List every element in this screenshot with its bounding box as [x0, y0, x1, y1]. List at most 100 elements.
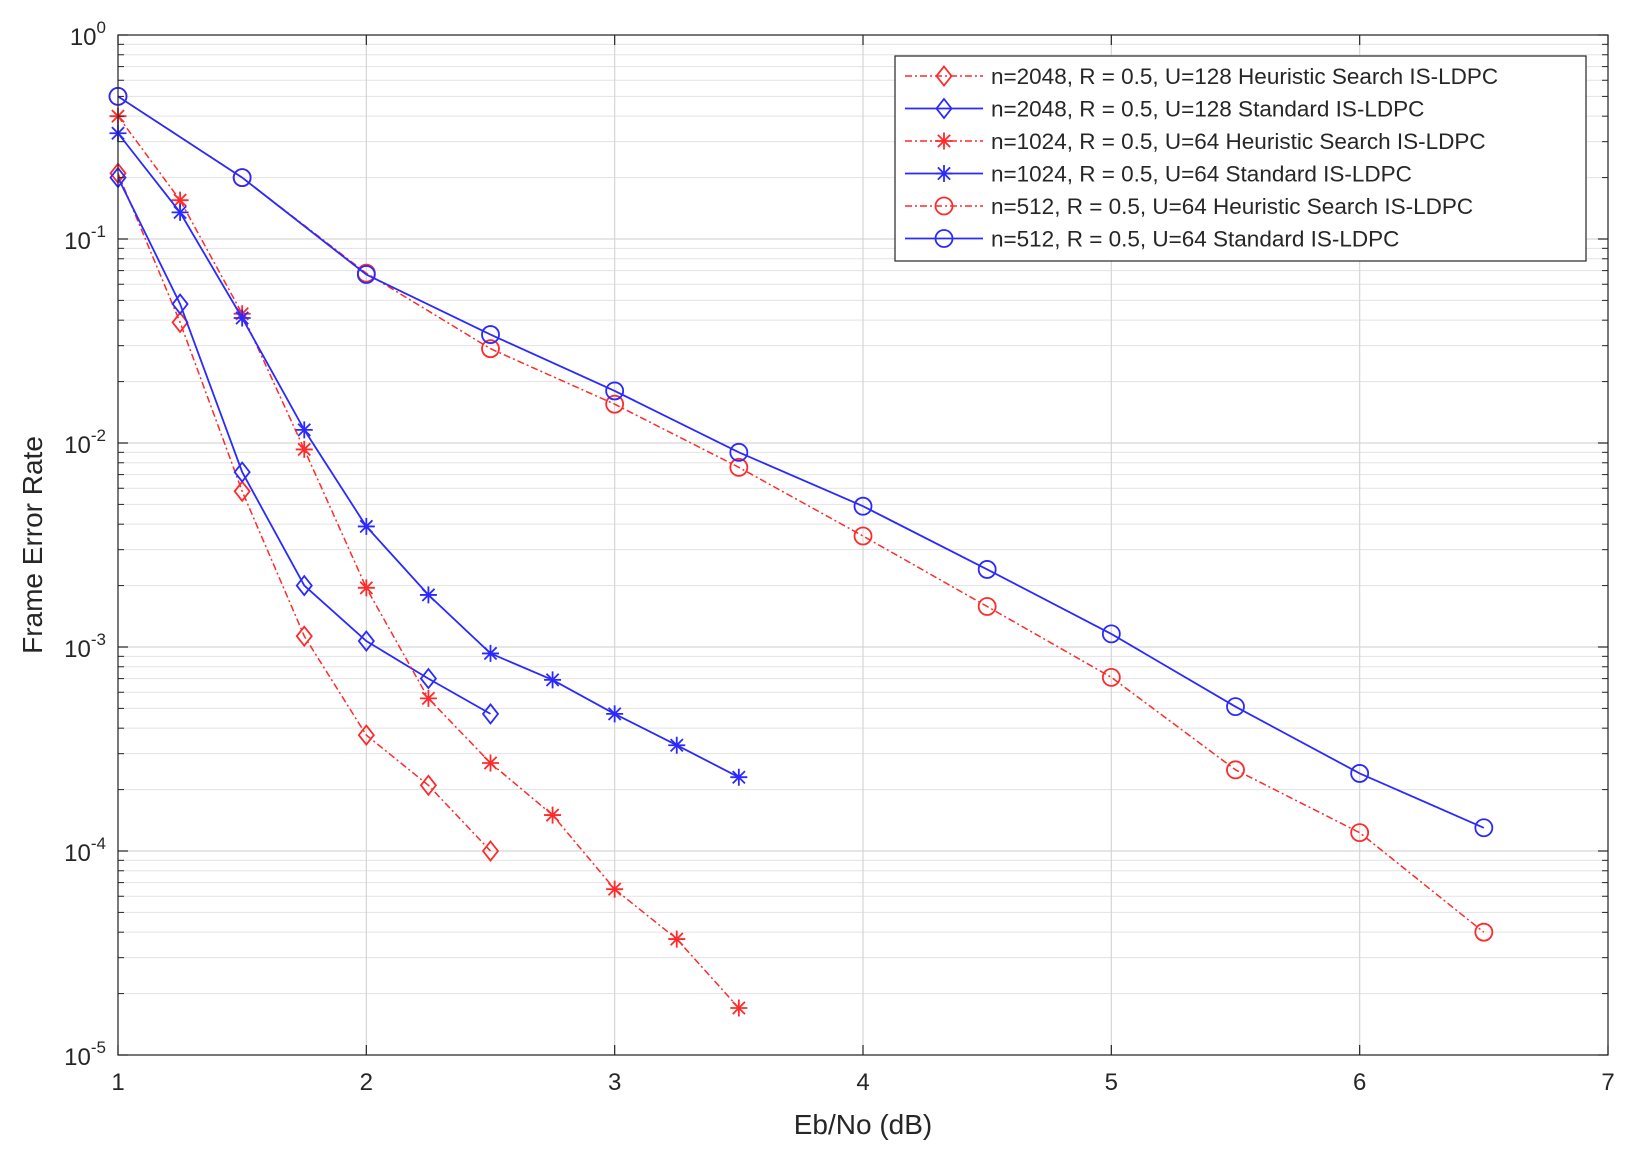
- series-line: [117, 177, 491, 715]
- data-point: [482, 754, 499, 772]
- y-tick-label: 10-5: [64, 1038, 106, 1071]
- data-point: [419, 586, 437, 604]
- legend-marker: [935, 132, 953, 150]
- data-point: [233, 461, 251, 484]
- legend-entry: n=512, R = 0.5, U=64 Heuristic Search IS…: [905, 194, 1473, 219]
- series-line: [117, 95, 1485, 829]
- data-point: [1474, 818, 1494, 838]
- legend-label: n=1024, R = 0.5, U=64 Standard IS-LDPC: [991, 162, 1412, 187]
- data-point: [482, 644, 499, 662]
- x-tick-label: 5: [1105, 1069, 1118, 1096]
- legend-entry: n=1024, R = 0.5, U=64 Standard IS-LDPC: [905, 162, 1412, 187]
- legend-label: n=512, R = 0.5, U=64 Standard IS-LDPC: [991, 227, 1399, 252]
- data-point: [544, 806, 562, 824]
- y-tick-exponent: -4: [91, 834, 106, 853]
- data-point: [232, 168, 252, 187]
- y-tick-label: 10-1: [64, 222, 106, 255]
- y-tick-label: 10-2: [64, 426, 106, 459]
- data-point: [171, 191, 189, 209]
- data-point: [419, 667, 438, 690]
- legend-marker: [935, 65, 953, 87]
- data-point: [419, 774, 438, 797]
- data-point: [729, 457, 749, 477]
- legend-marker: [935, 165, 953, 182]
- data-point: [1101, 667, 1121, 687]
- y-tick-label: 10-3: [64, 630, 106, 663]
- x-tick-label: 7: [1601, 1069, 1614, 1096]
- data-point: [1350, 823, 1370, 843]
- data-point: [481, 325, 500, 344]
- x-tick-label: 2: [360, 1069, 373, 1096]
- data-point: [730, 768, 748, 786]
- x-tick-label: 4: [856, 1069, 869, 1096]
- data-point: [977, 597, 997, 616]
- y-tick-base: 10: [64, 432, 91, 459]
- data-point: [605, 381, 625, 401]
- data-point: [729, 442, 749, 462]
- data-point: [606, 705, 624, 723]
- y-tick-base: 10: [64, 840, 91, 867]
- series-layer: [108, 87, 1494, 1017]
- data-point: [171, 293, 189, 315]
- data-point: [668, 736, 686, 754]
- y-tick-exponent: -2: [91, 426, 106, 445]
- y-tick-exponent: -1: [91, 222, 106, 241]
- data-point: [481, 702, 500, 725]
- y-tick-exponent: -3: [91, 630, 106, 649]
- legend-label: n=2048, R = 0.5, U=128 Heuristic Search …: [991, 64, 1498, 89]
- data-point: [1226, 697, 1245, 717]
- data-point: [233, 309, 251, 327]
- series-line: [117, 173, 492, 852]
- legend-marker: [934, 229, 954, 248]
- data-point: [1101, 624, 1121, 644]
- series-2: [109, 166, 500, 725]
- data-point: [481, 339, 500, 359]
- data-point: [853, 496, 873, 516]
- series-6: [108, 87, 1494, 838]
- legend-box: [894, 55, 1587, 262]
- data-point: [1350, 764, 1370, 783]
- x-tick-label: 3: [608, 1069, 621, 1096]
- y-tick-label: 10-4: [64, 834, 106, 867]
- data-point: [357, 630, 375, 652]
- data-point: [233, 480, 251, 503]
- legend-marker: [934, 196, 954, 216]
- x-tick-label: 1: [111, 1069, 124, 1096]
- legend-label: n=1024, R = 0.5, U=64 Heuristic Search I…: [991, 129, 1486, 154]
- data-point: [1474, 922, 1494, 942]
- data-point: [419, 689, 437, 707]
- data-point: [357, 579, 375, 597]
- y-tick-base: 10: [64, 228, 91, 255]
- legend-label: n=512, R = 0.5, U=64 Heuristic Search IS…: [991, 194, 1473, 219]
- series-line: [117, 95, 1485, 933]
- data-point: [295, 574, 313, 597]
- y-axis-label: Frame Error Rate: [17, 436, 48, 654]
- y-tick-label: 100: [70, 18, 106, 51]
- data-point: [357, 724, 375, 747]
- legend-entry: n=2048, R = 0.5, U=128 Standard IS-LDPC: [905, 97, 1424, 122]
- data-point: [1226, 760, 1245, 780]
- legend-entry: n=1024, R = 0.5, U=64 Heuristic Search I…: [905, 129, 1486, 154]
- data-point: [605, 394, 625, 414]
- legend-marker: [935, 97, 953, 120]
- x-axis-label: Eb/No (dB): [794, 1109, 933, 1140]
- data-point: [357, 517, 375, 535]
- data-point: [730, 999, 748, 1017]
- legend-label: n=2048, R = 0.5, U=128 Standard IS-LDPC: [991, 97, 1424, 122]
- data-point: [668, 930, 686, 948]
- data-point: [171, 203, 189, 221]
- legend-entry: n=512, R = 0.5, U=64 Standard IS-LDPC: [905, 227, 1399, 252]
- data-point: [544, 671, 562, 689]
- data-point: [295, 440, 313, 458]
- y-tick-base: 10: [70, 24, 97, 51]
- data-point: [356, 265, 376, 284]
- y-tick-base: 10: [64, 636, 91, 663]
- data-point: [853, 526, 873, 546]
- y-tick-exponent: 0: [97, 18, 106, 37]
- legend-entry: n=2048, R = 0.5, U=128 Heuristic Search …: [905, 64, 1498, 89]
- data-point: [977, 560, 997, 579]
- y-tick-exponent: -5: [91, 1038, 106, 1057]
